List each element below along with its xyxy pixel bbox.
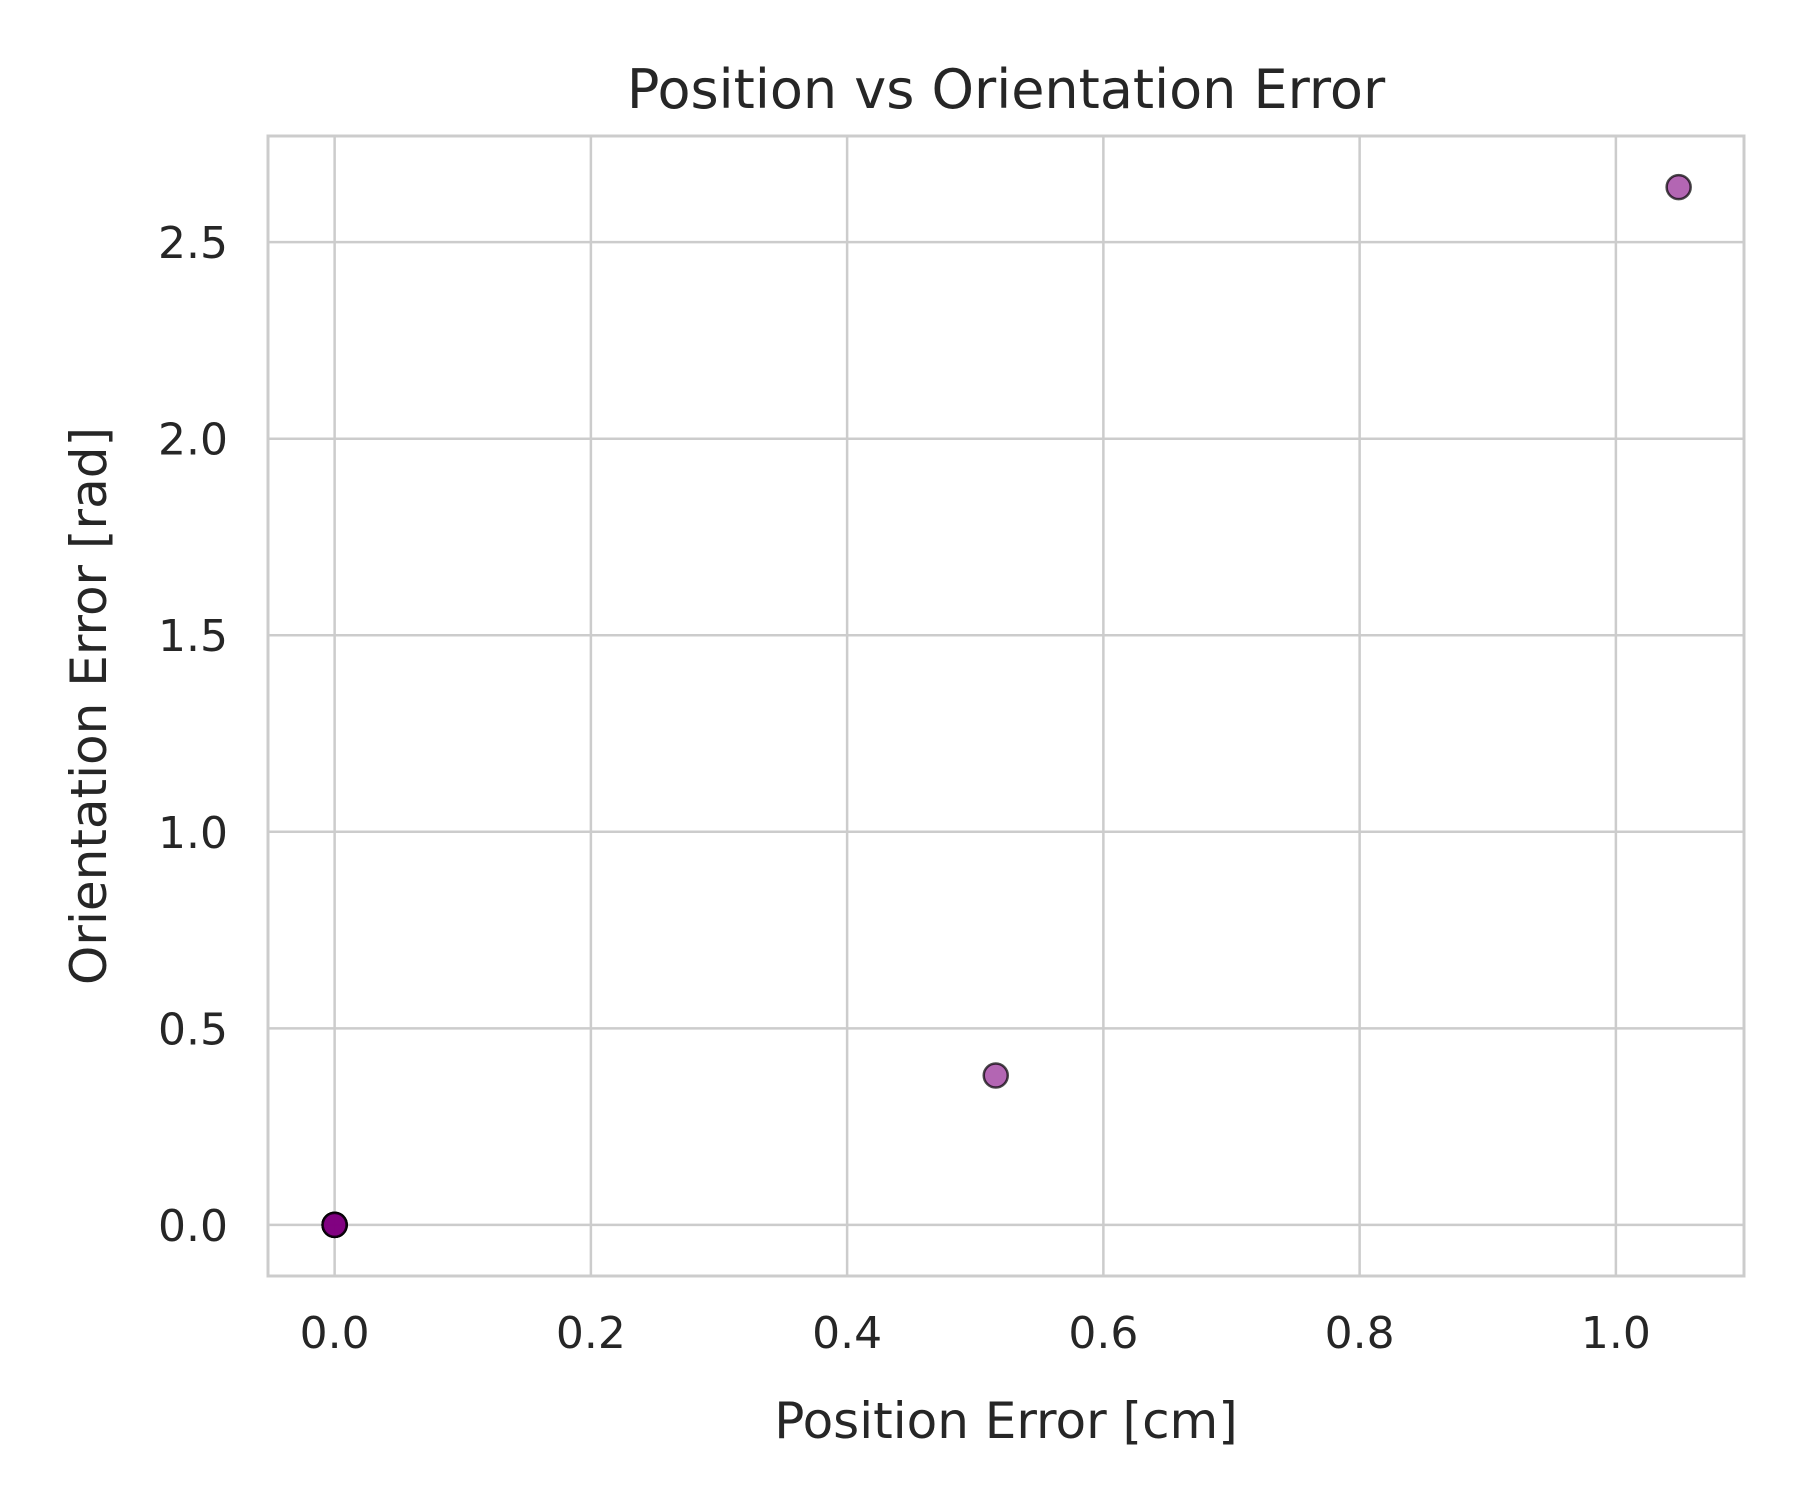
data-point xyxy=(982,1062,1009,1089)
x-tick-label: 0.4 xyxy=(812,1308,882,1359)
x-tick-label: 0.2 xyxy=(556,1308,626,1359)
axis-ticks: 0.0 0.2 0.4 0.6 0.8 1.0 0.0 0.5 1.0 1.5 2.0 2.5 xyxy=(158,218,1651,1359)
grid xyxy=(268,136,1744,1276)
x-tick-label: 0.8 xyxy=(1325,1308,1395,1359)
x-tick-label: 1.0 xyxy=(1581,1308,1651,1359)
data-point xyxy=(321,1211,348,1239)
plot-frame xyxy=(266,134,1746,1278)
x-tick-label: 0.0 xyxy=(300,1308,370,1359)
y-tick-label: 1.0 xyxy=(158,808,228,859)
y-tick-label: 1.5 xyxy=(158,611,228,662)
data-point xyxy=(1665,173,1692,201)
y-tick-label: 0.0 xyxy=(158,1201,228,1252)
x-tick-label: 0.6 xyxy=(1068,1308,1138,1359)
x-axis-label: Position Error [cm] xyxy=(774,1392,1238,1450)
data-points xyxy=(321,173,1692,1239)
y-tick-label: 2.0 xyxy=(158,415,228,466)
y-tick-label: 2.5 xyxy=(158,218,228,269)
y-axis-label: Orientation Error [rad] xyxy=(60,427,118,985)
y-tick-label: 0.5 xyxy=(158,1004,228,1055)
chart-title: Position vs Orientation Error xyxy=(627,58,1386,121)
